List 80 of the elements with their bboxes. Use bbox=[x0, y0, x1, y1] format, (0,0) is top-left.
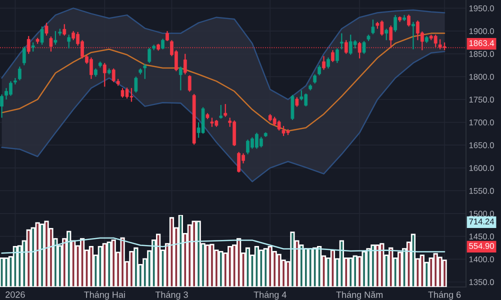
bar bbox=[169, 217, 174, 287]
y-tick-label: 1500.0 bbox=[469, 210, 494, 217]
y-tick-label: 1850.0 bbox=[469, 51, 494, 57]
y-tick-label: 1600.0 bbox=[469, 165, 494, 172]
bar bbox=[410, 234, 416, 287]
line-series bbox=[1, 8, 446, 100]
x-tick-label: Tháng 3 bbox=[155, 291, 188, 300]
y-tick-label: 1450.0 bbox=[469, 234, 494, 240]
bar bbox=[352, 255, 358, 287]
candlestick bbox=[336, 48, 339, 64]
candlestick bbox=[102, 62, 106, 88]
candlestick bbox=[31, 42, 35, 52]
candlestick bbox=[259, 136, 263, 148]
candlestick bbox=[188, 74, 192, 92]
y-tick-label: 1350.0 bbox=[469, 279, 494, 286]
text: 554.90 bbox=[469, 243, 494, 249]
y-tick-label: 1400.0 bbox=[469, 256, 494, 262]
candlestick bbox=[371, 19, 375, 35]
candlestick bbox=[394, 14, 398, 32]
candlestick bbox=[219, 104, 223, 120]
bar bbox=[245, 247, 250, 287]
bar bbox=[88, 246, 94, 287]
bar bbox=[0, 258, 4, 287]
candlestick bbox=[166, 30, 169, 42]
y-tick-label: 1900.0 bbox=[469, 28, 494, 34]
y-tick-label: 1950.0 bbox=[469, 5, 494, 12]
y-tick-label: 1650.0 bbox=[469, 142, 494, 148]
candlestick bbox=[362, 40, 366, 54]
bar bbox=[442, 260, 447, 287]
candlestick bbox=[14, 77, 17, 85]
candlestick bbox=[412, 21, 415, 50]
candlestick bbox=[224, 103, 228, 118]
candlestick bbox=[72, 30, 76, 41]
candlestick bbox=[148, 47, 152, 64]
y-tick-label: 1700.0 bbox=[469, 119, 494, 126]
bar bbox=[254, 246, 260, 287]
x-tick-label: Tháng Hai bbox=[84, 291, 125, 300]
candlestick bbox=[0, 94, 4, 118]
candlestick bbox=[112, 68, 116, 83]
candlestick bbox=[67, 34, 71, 49]
x-tick-label: Tháng Năm bbox=[336, 291, 383, 300]
y-tick-label: 1800.0 bbox=[469, 74, 494, 80]
candlestick bbox=[340, 32, 344, 50]
x-tick-label: 2026 bbox=[6, 291, 25, 298]
candlestick bbox=[62, 24, 66, 36]
y-tick-label: 1550.0 bbox=[469, 188, 494, 194]
candlestick bbox=[54, 30, 58, 46]
candlestick bbox=[134, 76, 138, 94]
candlestick bbox=[313, 74, 317, 84]
bar bbox=[4, 258, 9, 287]
text: 714.24 bbox=[469, 218, 494, 224]
candlestick bbox=[295, 96, 299, 108]
bar bbox=[111, 240, 116, 287]
candlestick bbox=[40, 26, 44, 46]
candlestick bbox=[161, 38, 164, 50]
candlestick bbox=[22, 46, 26, 66]
candlestick bbox=[18, 66, 22, 81]
line-series bbox=[1, 50, 446, 182]
bar bbox=[12, 246, 18, 287]
bar bbox=[330, 250, 336, 287]
candlestick bbox=[44, 22, 48, 36]
candlestick bbox=[326, 56, 330, 69]
candlestick bbox=[277, 120, 281, 132]
candlestick bbox=[290, 94, 294, 121]
candlestick bbox=[407, 14, 410, 28]
ref-line-label: 1863.4 bbox=[469, 40, 494, 46]
bar bbox=[80, 238, 85, 287]
candlestick bbox=[331, 50, 334, 63]
candlestick bbox=[318, 64, 321, 76]
candlestick bbox=[178, 66, 182, 91]
bar bbox=[362, 251, 366, 287]
x-tick-label: Tháng 6 bbox=[428, 291, 461, 300]
candlestick bbox=[143, 63, 147, 80]
y-tick-label: 1750.0 bbox=[469, 96, 494, 103]
line-series bbox=[1, 32, 446, 132]
bar bbox=[120, 237, 125, 287]
candlestick bbox=[183, 53, 187, 75]
candlestick bbox=[384, 28, 388, 41]
candlestick bbox=[322, 56, 326, 70]
x-tick-label: Tháng 4 bbox=[254, 291, 286, 300]
